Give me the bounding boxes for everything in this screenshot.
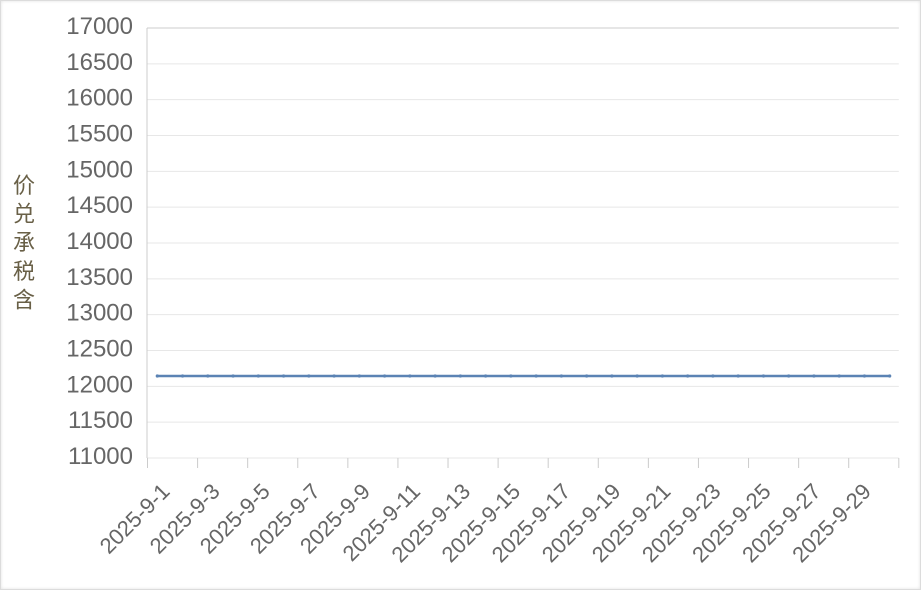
svg-text:15500: 15500	[66, 121, 133, 148]
svg-text:含: 含	[13, 287, 35, 312]
svg-text:11000: 11000	[68, 443, 133, 470]
svg-text:兑: 兑	[13, 202, 35, 227]
svg-text:承: 承	[13, 230, 35, 255]
svg-text:11500: 11500	[68, 407, 133, 434]
svg-text:15000: 15000	[66, 156, 133, 183]
svg-text:12500: 12500	[66, 336, 133, 363]
svg-text:12000: 12000	[66, 371, 133, 398]
svg-text:14000: 14000	[66, 228, 133, 255]
svg-text:16500: 16500	[66, 49, 133, 76]
svg-text:17000: 17000	[66, 13, 133, 40]
svg-text:税: 税	[13, 259, 35, 284]
svg-text:16000: 16000	[66, 85, 133, 112]
svg-text:13000: 13000	[66, 300, 133, 327]
svg-text:14500: 14500	[66, 192, 133, 219]
svg-text:13500: 13500	[66, 264, 133, 291]
svg-text:价: 价	[13, 173, 35, 198]
